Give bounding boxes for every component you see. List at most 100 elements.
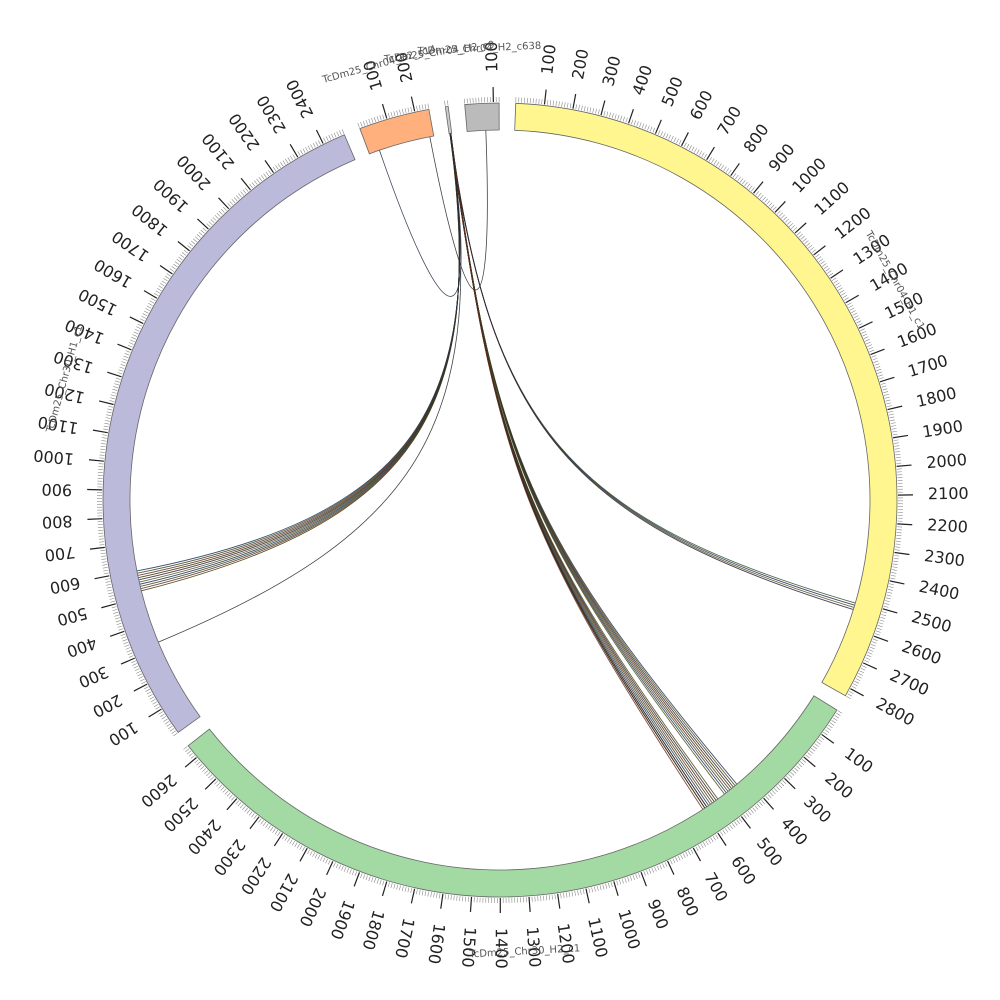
minor-tick (120, 633, 126, 637)
minor-tick (136, 326, 141, 330)
minor-tick (696, 149, 700, 155)
minor-tick (143, 310, 149, 314)
tick-label-chr30_h2: 1400 (492, 928, 511, 969)
minor-tick (846, 302, 852, 306)
minor-tick (827, 270, 832, 274)
major-tick (184, 757, 197, 768)
minor-tick (800, 235, 805, 240)
minor-tick (148, 693, 153, 697)
minor-tick (611, 113, 614, 119)
minor-tick (541, 99, 543, 105)
minor-tick (856, 320, 862, 324)
major-tick (120, 657, 135, 665)
tick-label-chr30_h2: 1000 (614, 907, 644, 951)
minor-tick (146, 305, 152, 309)
minor-tick (569, 103, 572, 109)
minor-tick (155, 290, 161, 294)
minor-tick (894, 448, 900, 450)
minor-tick (239, 803, 244, 809)
minor-tick (218, 784, 223, 789)
link-h2_c9-chr30_h2 (450, 133, 706, 809)
minor-tick (424, 890, 427, 897)
minor-tick (302, 846, 306, 852)
major-tick (273, 833, 284, 847)
minor-tick (333, 132, 337, 138)
major-tick (896, 464, 912, 467)
minor-tick (543, 895, 545, 901)
minor-tick (123, 355, 129, 359)
major-tick (101, 603, 116, 609)
minor-tick (99, 544, 105, 546)
minor-tick (651, 867, 654, 873)
minor-tick (555, 100, 557, 106)
tick-label-chr30_h2: 2200 (237, 854, 275, 898)
minor-tick (124, 644, 130, 647)
minor-tick (309, 850, 313, 856)
minor-tick (701, 152, 705, 158)
minor-tick (852, 312, 858, 316)
minor-tick (103, 569, 109, 572)
minor-tick (320, 856, 323, 861)
minor-tick (881, 611, 887, 614)
minor-tick (629, 875, 633, 881)
minor-tick (181, 252, 187, 256)
minor-tick (231, 199, 236, 204)
minor-tick (117, 625, 123, 628)
minor-tick (690, 849, 694, 854)
minor-tick (605, 883, 608, 889)
minor-tick (393, 111, 396, 117)
minor-tick (844, 297, 849, 301)
minor-tick (113, 386, 119, 389)
minor-tick (196, 761, 201, 766)
minor-tick (379, 879, 382, 885)
major-tick (326, 860, 334, 876)
minor-tick (861, 331, 867, 334)
minor-tick (145, 688, 150, 692)
minor-tick (164, 720, 170, 725)
tick-label-chr30_h1: 2000 (173, 151, 215, 194)
tick-label-chr30_h1: 1000 (32, 446, 74, 469)
minor-tick (310, 144, 314, 149)
minor-tick (299, 845, 303, 850)
minor-tick (258, 176, 263, 182)
minor-tick (133, 331, 139, 335)
minor-tick (884, 396, 890, 399)
minor-tick (815, 253, 820, 258)
minor-tick (265, 171, 270, 177)
minor-tick (251, 813, 255, 818)
minor-tick (410, 888, 413, 894)
links-layer (136, 130, 856, 810)
minor-tick (328, 135, 332, 140)
minor-tick (672, 858, 676, 864)
minor-tick (453, 895, 455, 901)
minor-tick (552, 100, 555, 106)
minor-tick (881, 614, 887, 617)
segment-chr30_h2 (187, 695, 838, 898)
minor-tick (811, 249, 816, 253)
minor-tick (888, 586, 894, 588)
major-tick (98, 400, 114, 406)
minor-tick (892, 563, 898, 566)
minor-tick (820, 260, 825, 265)
minor-tick (790, 225, 796, 229)
minor-tick (447, 100, 449, 106)
minor-tick (101, 558, 107, 560)
major-tick (107, 371, 122, 378)
tick-label-chr30_h2: 2100 (266, 870, 302, 915)
minor-tick (198, 231, 203, 236)
major-tick (353, 872, 361, 887)
minor-tick (864, 339, 870, 342)
minor-tick (606, 111, 609, 117)
minor-tick (599, 885, 602, 891)
minor-tick (668, 134, 671, 140)
minor-tick (670, 136, 674, 141)
minor-tick (410, 106, 413, 112)
minor-tick (269, 826, 274, 832)
major-tick (410, 96, 416, 112)
minor-tick (173, 732, 178, 737)
minor-tick (439, 893, 441, 899)
minor-tick (244, 807, 249, 812)
minor-tick (819, 736, 825, 740)
minor-tick (863, 336, 869, 339)
tick-label-chr30_h1: 1500 (75, 285, 120, 320)
